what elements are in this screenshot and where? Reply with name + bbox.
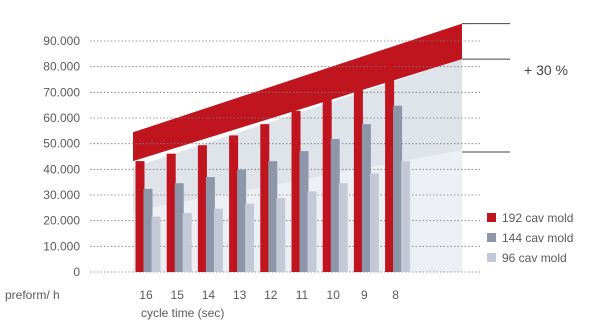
y-tick-label: 90.000 [43, 34, 80, 48]
y-tick-label: 80.000 [43, 60, 80, 74]
bar [385, 50, 395, 272]
bar [205, 177, 215, 272]
legend-swatch [487, 253, 496, 262]
bar [151, 216, 161, 272]
x-tick-label: 13 [233, 288, 247, 302]
bar [338, 183, 348, 272]
growth-annotation: + 30 % [524, 62, 568, 78]
bar [330, 139, 340, 272]
x-tick-label: 12 [264, 288, 278, 302]
bar [369, 173, 379, 272]
x-tick-label: 11 [296, 288, 309, 302]
annotation-leaders [462, 23, 510, 153]
bar [229, 135, 239, 272]
x-tick-labels: 16 15 14 13 12 11 10 9 8 [139, 288, 399, 302]
y-tick-label: 30.000 [43, 188, 80, 202]
x-tick-label: 15 [171, 288, 185, 302]
y-tick-label: 70.000 [43, 85, 80, 99]
bar [182, 212, 192, 272]
x-tick-label: 16 [139, 288, 153, 302]
bar [143, 188, 153, 272]
bars [135, 50, 411, 273]
bar [245, 203, 255, 272]
y-tick-label: 0 [73, 265, 80, 279]
bar [260, 124, 270, 272]
x-axis-label: cycle time (sec) [141, 306, 224, 320]
x-tick-label: 10 [327, 288, 341, 302]
bar [276, 198, 286, 272]
legend-label: 144 cav mold [502, 231, 573, 245]
bar [299, 151, 309, 272]
bar [291, 110, 301, 273]
bar [213, 208, 223, 272]
y-tick-label: 40.000 [43, 162, 80, 176]
bar [268, 161, 278, 272]
y-tick-label: 10.000 [43, 239, 80, 253]
bar [393, 105, 403, 273]
x-tick-label: 8 [392, 288, 399, 302]
legend-swatch [487, 213, 496, 222]
y-tick-label: 20.000 [43, 214, 80, 228]
bar [135, 161, 145, 272]
legend-swatch [487, 233, 496, 242]
bar [401, 161, 411, 272]
x-tick-label: 14 [202, 288, 216, 302]
legend-label: 96 cav mold [502, 251, 567, 265]
bar [197, 145, 207, 272]
y-tick-label: 50.000 [43, 137, 80, 151]
bar [307, 191, 317, 272]
legend-label: 192 cav mold [502, 211, 573, 225]
bar [237, 169, 247, 272]
legend: 192 cav mold 144 cav mold 96 cav mold [487, 211, 573, 265]
bar [166, 153, 176, 272]
bar [361, 124, 371, 272]
bar [174, 183, 184, 272]
y-axis-label: preform/ h [5, 288, 60, 302]
y-tick-labels: 90.000 80.000 70.000 60.000 50.000 40.000 30.0… [43, 34, 80, 279]
y-tick-label: 60.000 [43, 111, 80, 125]
x-tick-label: 9 [361, 288, 368, 302]
bar [322, 94, 332, 272]
bar [353, 74, 363, 272]
